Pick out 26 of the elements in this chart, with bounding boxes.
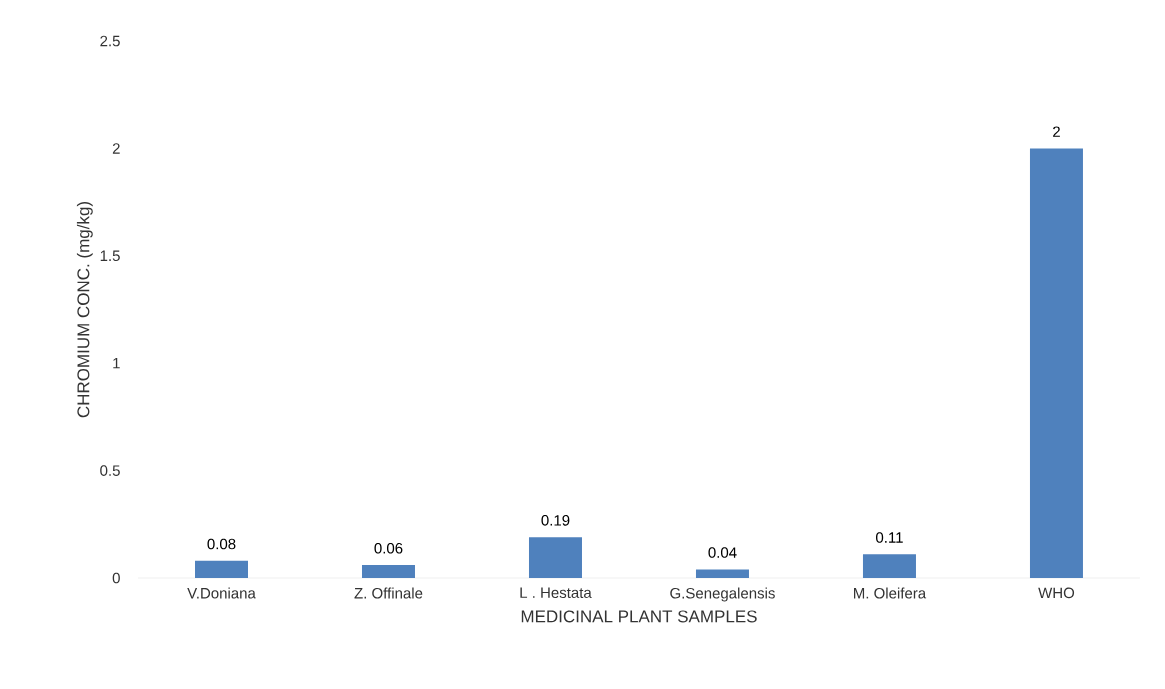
y-tick-label: 0: [112, 572, 120, 584]
y-tick-label: 1: [113, 358, 120, 369]
bar: [862, 554, 916, 578]
data-label: 0.04: [708, 547, 737, 558]
y-tick-label: 1.5: [100, 250, 120, 262]
y-tick-label: 2: [112, 143, 120, 154]
bar: [361, 565, 415, 578]
x-tick-label: L . Hestata: [520, 587, 592, 598]
x-tick-label: V.Doniana: [187, 587, 256, 599]
bar: [695, 569, 749, 578]
x-tick-label: M. Oleifera: [854, 587, 927, 599]
data-label: 0.19: [541, 515, 570, 526]
bar: [528, 537, 582, 578]
x-tick-label: WHO: [1038, 587, 1075, 599]
data-label: 0.11: [876, 532, 903, 543]
data-label: 2: [1053, 126, 1060, 137]
data-label: 0.08: [207, 538, 236, 550]
x-tick-label: Z. Offinale: [354, 587, 423, 599]
bar: [195, 560, 248, 578]
x-axis-title: MEDICINAL PLANT SAMPLES: [521, 610, 757, 623]
y-axis-title: CHROMIUM CONC. (mg/kg): [76, 201, 93, 418]
y-tick-label: 2.5: [100, 35, 120, 47]
data-label: 0.06: [374, 542, 403, 554]
bar: [1029, 148, 1083, 578]
x-tick-label: G.Senegalensis: [670, 587, 775, 602]
y-tick-label: 0.5: [100, 465, 120, 476]
